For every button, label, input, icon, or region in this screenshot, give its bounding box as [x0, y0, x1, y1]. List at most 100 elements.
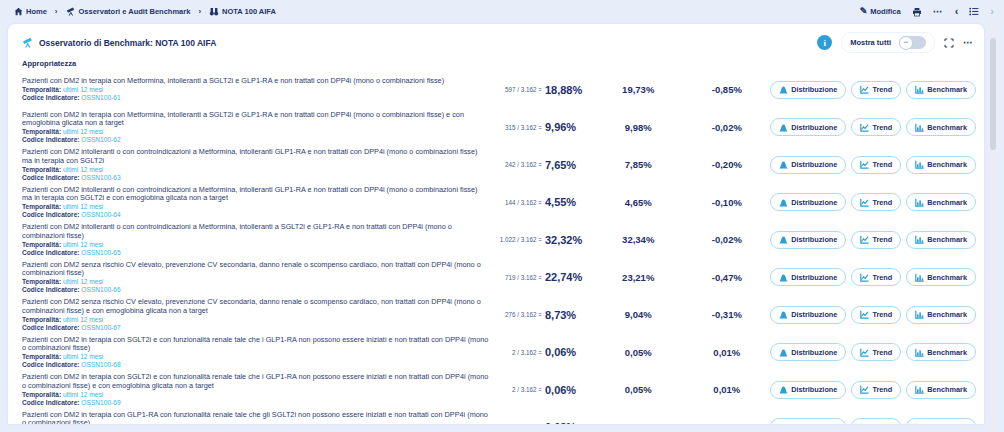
- benchmark-button[interactable]: Benchmark: [906, 306, 976, 324]
- codice-indicatore-value[interactable]: OSSN100-63: [81, 174, 120, 181]
- codice-indicatore-label: Codice Indicatore:: [22, 286, 81, 293]
- codice-indicatore-value[interactable]: OSSN100-61: [81, 94, 120, 101]
- delta-percentage: 0,00%: [684, 422, 771, 424]
- trend-button[interactable]: Trend: [851, 118, 901, 136]
- mostra-tutti-toggle[interactable]: −: [899, 36, 926, 49]
- indicator-description: Pazienti con DM2 senza rischio CV elevat…: [22, 298, 489, 315]
- trend-line-icon: [860, 123, 869, 132]
- trend-line-icon: [860, 385, 869, 394]
- benchmark-percentage: 7,85%: [593, 159, 684, 170]
- temporalita-label: Temporalità:: [22, 278, 63, 285]
- benchmark-button[interactable]: Benchmark: [906, 156, 976, 174]
- observed-percentage: 18,88%: [545, 84, 593, 96]
- trend-button[interactable]: Trend: [851, 306, 901, 324]
- delta-percentage: -0,47%: [684, 272, 771, 283]
- list-view-button[interactable]: [969, 7, 979, 16]
- trend-line-icon: [860, 423, 869, 424]
- distribution-chart-icon: [779, 385, 788, 394]
- temporalita-value: ultimi 12 mesi: [63, 353, 103, 360]
- indicator-description: Pazienti con DM2 senza rischio CV elevat…: [22, 261, 489, 278]
- distribution-chart-icon: [779, 85, 788, 94]
- distribution-chart-icon: [779, 423, 788, 424]
- row-actions: Distribuzione Trend Benchmark: [770, 381, 978, 399]
- benchmark-button[interactable]: Benchmark: [906, 118, 976, 136]
- bar-chart-icon: [915, 423, 924, 424]
- distribution-chart-icon: [779, 123, 788, 132]
- benchmark-button[interactable]: Benchmark: [906, 268, 976, 286]
- codice-indicatore-value[interactable]: OSSN100-67: [81, 324, 120, 331]
- ratio-text: 597 / 3.162 =: [505, 86, 542, 93]
- distribuzione-button[interactable]: Distribuzione: [770, 81, 846, 99]
- distribuzione-button[interactable]: Distribuzione: [770, 306, 846, 324]
- observed-ratio-group: 2 / 3.162 = 0,06%: [489, 346, 593, 358]
- fullscreen-button[interactable]: [944, 38, 954, 48]
- table-row: Pazienti con DM2 intolleranti o con cont…: [8, 221, 984, 259]
- info-button[interactable]: i: [817, 35, 832, 50]
- more-options-button[interactable]: ⋯: [933, 7, 944, 17]
- benchmark-percentage: 9,04%: [593, 309, 684, 320]
- observed-percentage: 0,06%: [545, 384, 593, 396]
- codice-indicatore-value[interactable]: OSSN100-68: [81, 361, 120, 368]
- codice-indicatore-value[interactable]: OSSN100-69: [81, 399, 120, 406]
- distribuzione-button[interactable]: Distribuzione: [770, 231, 846, 249]
- temporalita-value: ultimi 12 mesi: [63, 166, 103, 173]
- fullscreen-icon: [944, 38, 954, 48]
- row-actions: Distribuzione Trend Benchmark: [770, 418, 978, 424]
- indicator-description: Pazienti con DM2 in terapia con SGLT2i e…: [22, 336, 489, 353]
- indicator-info: Pazienti con DM2 in terapia con GLP1-RA …: [22, 411, 489, 424]
- temporalita-value: ultimi 12 mesi: [63, 203, 103, 210]
- codice-indicatore-value[interactable]: OSSN100-62: [81, 136, 120, 143]
- indicator-info: Pazienti con DM2 intolleranti o con cont…: [22, 148, 489, 181]
- scrollbar-thumb[interactable]: [990, 38, 996, 150]
- distribuzione-button[interactable]: Distribuzione: [770, 343, 846, 361]
- trend-button[interactable]: Trend: [851, 231, 901, 249]
- trend-button[interactable]: Trend: [851, 81, 901, 99]
- distribution-chart-icon: [779, 348, 788, 357]
- temporalita-label: Temporalità:: [22, 353, 63, 360]
- observed-ratio-group: 719 / 3.162 = 22,74%: [489, 271, 593, 283]
- indicator-description: Pazienti con DM2 in terapia con Metformi…: [22, 77, 489, 85]
- distribuzione-button[interactable]: Distribuzione: [770, 418, 846, 424]
- trend-button[interactable]: Trend: [851, 156, 901, 174]
- breadcrumb-osservatori[interactable]: Osservatori e Audit Benchmark: [66, 7, 191, 16]
- benchmark-button[interactable]: Benchmark: [906, 81, 976, 99]
- trend-button[interactable]: Trend: [851, 418, 901, 424]
- print-button[interactable]: [912, 7, 922, 17]
- benchmark-button[interactable]: Benchmark: [906, 343, 976, 361]
- distribuzione-button[interactable]: Distribuzione: [770, 268, 846, 286]
- breadcrumb-separator: ›: [198, 7, 201, 16]
- benchmark-button[interactable]: Benchmark: [906, 193, 976, 211]
- vertical-scrollbar[interactable]: [989, 24, 996, 432]
- benchmark-percentage: 0,05%: [593, 347, 684, 358]
- benchmark-button[interactable]: Benchmark: [906, 231, 976, 249]
- breadcrumb-home[interactable]: Home: [14, 7, 47, 16]
- distribution-chart-icon: [779, 160, 788, 169]
- row-actions: Distribuzione Trend Benchmark: [770, 193, 978, 211]
- ratio-text: 1.022 / 3.162 =: [500, 236, 542, 243]
- benchmark-button[interactable]: Benchmark: [906, 381, 976, 399]
- distribution-chart-icon: [779, 273, 788, 282]
- next-button[interactable]: ›: [990, 6, 994, 17]
- distribuzione-button[interactable]: Distribuzione: [770, 156, 846, 174]
- panel-more-button[interactable]: ⋯: [963, 38, 974, 48]
- distribuzione-button[interactable]: Distribuzione: [770, 193, 846, 211]
- distribuzione-button[interactable]: Distribuzione: [770, 118, 846, 136]
- trend-button[interactable]: Trend: [851, 193, 901, 211]
- distribuzione-button[interactable]: Distribuzione: [770, 381, 846, 399]
- trend-button[interactable]: Trend: [851, 268, 901, 286]
- trend-button[interactable]: Trend: [851, 381, 901, 399]
- breadcrumb-nota100[interactable]: NOTA 100 AIFA: [209, 7, 276, 16]
- codice-indicatore-value[interactable]: OSSN100-66: [81, 286, 120, 293]
- modifica-button[interactable]: ✎ Modifica: [860, 7, 901, 16]
- benchmark-button[interactable]: Benchmark: [906, 418, 976, 424]
- trend-button[interactable]: Trend: [851, 343, 901, 361]
- observed-percentage: 9,96%: [545, 121, 593, 133]
- codice-indicatore-label: Codice Indicatore:: [22, 94, 81, 101]
- prev-button[interactable]: ‹: [955, 6, 959, 17]
- observed-percentage: 8,73%: [545, 309, 593, 321]
- row-actions: Distribuzione Trend Benchmark: [770, 156, 978, 174]
- codice-indicatore-value[interactable]: OSSN100-65: [81, 249, 120, 256]
- temporalita-label: Temporalità:: [22, 86, 63, 93]
- bar-chart-icon: [915, 273, 924, 282]
- codice-indicatore-value[interactable]: OSSN100-64: [81, 211, 120, 218]
